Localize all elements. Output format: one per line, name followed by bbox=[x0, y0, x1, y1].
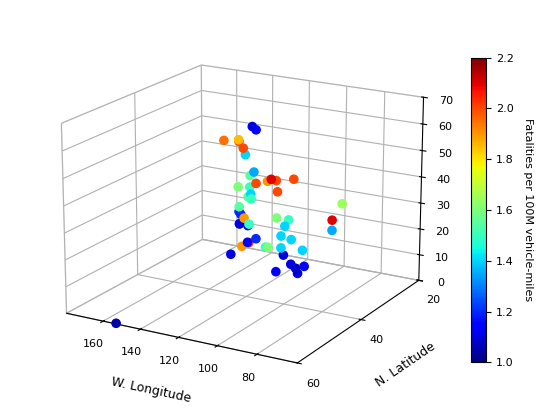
X-axis label: W. Longitude: W. Longitude bbox=[110, 375, 193, 405]
Y-axis label: Fatalities per 100M vehicle-miles: Fatalities per 100M vehicle-miles bbox=[524, 118, 534, 302]
Y-axis label: N. Latitude: N. Latitude bbox=[374, 339, 438, 389]
